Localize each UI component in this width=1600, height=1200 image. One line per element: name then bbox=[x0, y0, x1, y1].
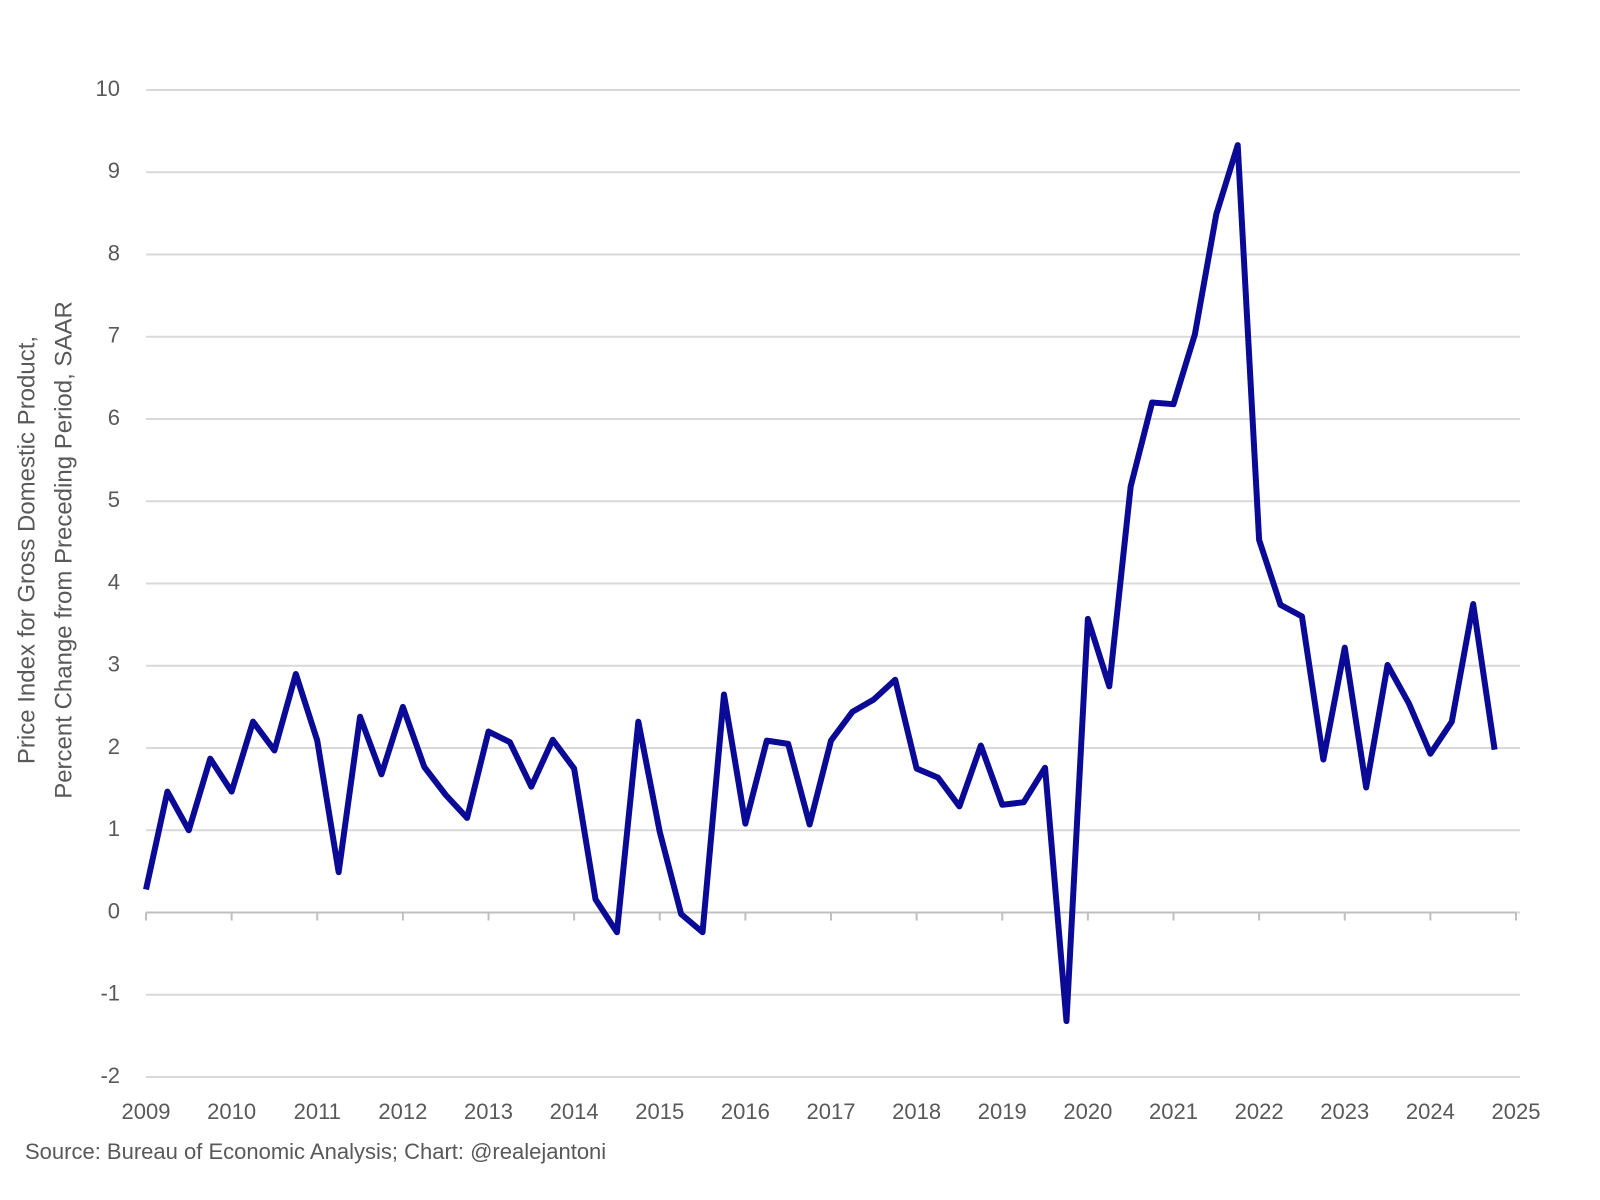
y-tick-label: 9 bbox=[108, 158, 120, 183]
x-tick-label: 2011 bbox=[294, 1099, 341, 1124]
x-tick-label: 2012 bbox=[378, 1099, 427, 1124]
x-tick-label: 2017 bbox=[807, 1099, 856, 1124]
x-tick-label: 2020 bbox=[1063, 1099, 1112, 1124]
x-tick-label: 2021 bbox=[1149, 1099, 1198, 1124]
y-tick-label: -1 bbox=[100, 981, 120, 1006]
y-axis-title-line: Percent Change from Preceding Period, SA… bbox=[50, 301, 77, 799]
y-axis-title: Price Index for Gross Domestic Product, … bbox=[13, 301, 77, 799]
y-tick-label: 6 bbox=[108, 405, 120, 430]
y-tick-label: 10 bbox=[96, 76, 120, 101]
y-tick-label: 8 bbox=[108, 240, 120, 265]
x-tick-label: 2014 bbox=[550, 1099, 599, 1124]
y-tick-label: 4 bbox=[108, 569, 120, 594]
y-tick-label: 7 bbox=[108, 323, 120, 348]
x-tick-label: 2015 bbox=[635, 1099, 684, 1124]
y-tick-label: 2 bbox=[108, 734, 120, 759]
x-tick-label: 2018 bbox=[892, 1099, 941, 1124]
y-tick-label: 3 bbox=[108, 652, 120, 677]
data-line bbox=[143, 142, 1498, 1025]
y-tick-label: 1 bbox=[108, 816, 120, 841]
x-tick-label: 2013 bbox=[464, 1099, 513, 1124]
x-tick-label: 2025 bbox=[1492, 1099, 1541, 1124]
x-tick-label: 2010 bbox=[207, 1099, 256, 1124]
x-tick-label: 2016 bbox=[721, 1099, 770, 1124]
y-tick-label: 5 bbox=[108, 487, 120, 512]
x-tick-label: 2019 bbox=[978, 1099, 1027, 1124]
x-tick-label: 2009 bbox=[122, 1099, 171, 1124]
x-tick-label: 2024 bbox=[1406, 1099, 1455, 1124]
y-tick-label: -2 bbox=[100, 1063, 120, 1088]
x-tick-label: 2023 bbox=[1320, 1099, 1369, 1124]
source-note: Source: Bureau of Economic Analysis; Cha… bbox=[25, 1139, 606, 1164]
y-tick-label: 0 bbox=[108, 898, 120, 923]
y-axis-title-line: Price Index for Gross Domestic Product, bbox=[13, 336, 40, 764]
x-tick-label: 2022 bbox=[1235, 1099, 1284, 1124]
